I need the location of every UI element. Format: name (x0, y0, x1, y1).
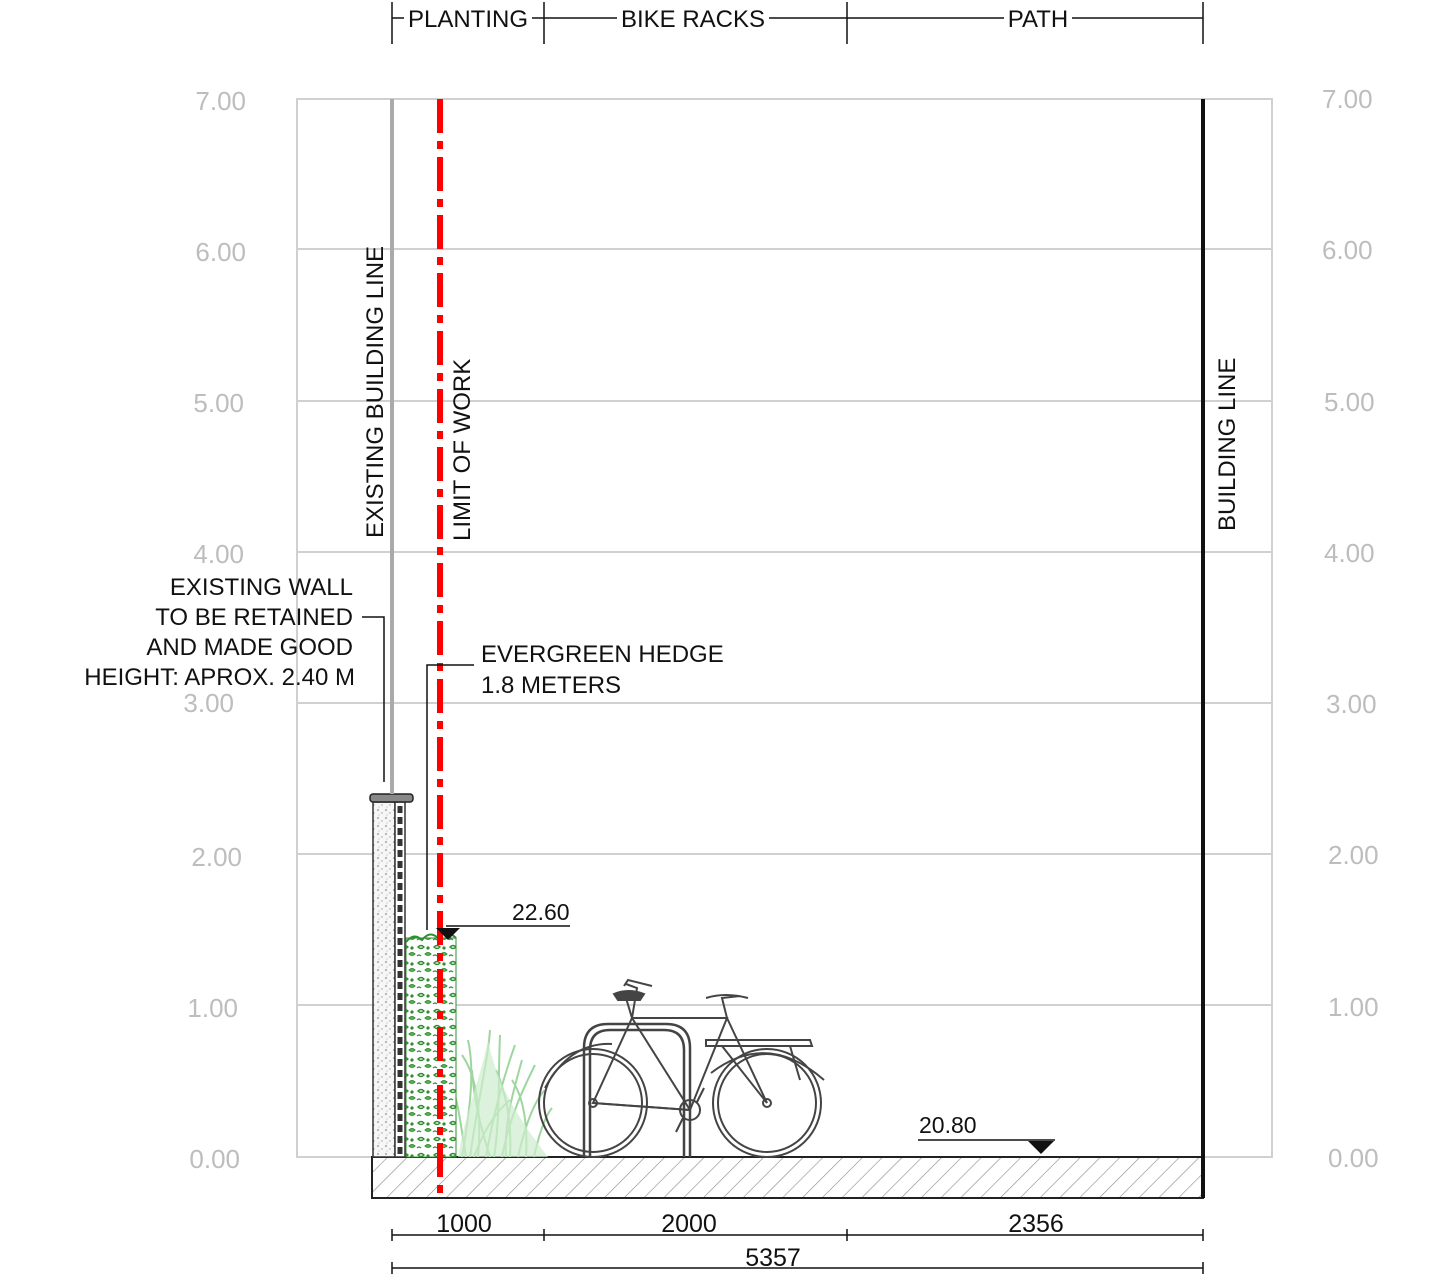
existing-wall (369, 793, 414, 1158)
evergreen-hedge (405, 932, 457, 1158)
right-label-0: 0.00 (1328, 1143, 1379, 1173)
ground-slab (371, 1156, 1204, 1199)
dimension-planting: 1000 (436, 1210, 492, 1238)
existing-building-line-label: EXISTING BUILDING LINE (362, 246, 389, 538)
level-marker-hedge-top: 22.60 (436, 899, 570, 940)
wall-note-line-4: HEIGHT: APROX. 2.40 M (84, 664, 355, 691)
level-value-hedge-top: 22.60 (512, 899, 570, 925)
wall-note: EXISTING WALL TO BE RETAINED AND MADE GO… (84, 574, 355, 691)
hedge-note-leader (426, 664, 474, 930)
left-label-1: 1.00 (187, 993, 238, 1023)
zone-label-planting: PLANTING (408, 6, 528, 33)
hedge-note: EVERGREEN HEDGE 1.8 METERS (481, 641, 724, 699)
limit-of-work-label: LIMIT OF WORK (449, 359, 476, 541)
left-label-5: 5.00 (193, 388, 244, 418)
bicycle (538, 978, 825, 1158)
wall-body (372, 801, 396, 1158)
bottom-dimensions: 1000 2000 2356 5357 (391, 1210, 1204, 1274)
wall-note-line-3: AND MADE GOOD (146, 634, 353, 661)
bicycle-rear-wheel (538, 1048, 648, 1158)
right-label-3: 3.00 (1326, 689, 1377, 719)
right-axis-labels: 7.00 6.00 5.00 4.00 3.00 2.00 1.00 0.00 (1322, 84, 1379, 1173)
left-label-0: 0.00 (189, 1144, 240, 1174)
right-label-4: 4.00 (1324, 538, 1375, 568)
grass-fill (458, 1040, 548, 1157)
zone-dimension-line: PLANTING BIKE RACKS PATH (391, 2, 1204, 44)
left-axis-labels: 7.00 6.00 5.00 4.00 3.00 2.00 1.00 0.00 (183, 86, 246, 1174)
wall-note-leader (362, 616, 385, 782)
left-label-4: 4.00 (193, 539, 244, 569)
level-triangle-icon (436, 928, 460, 940)
right-label-2: 2.00 (1328, 840, 1379, 870)
wall-note-line-2: TO BE RETAINED (155, 604, 353, 631)
right-label-7: 7.00 (1322, 84, 1373, 114)
bike-rack (582, 1022, 692, 1157)
right-label-5: 5.00 (1324, 387, 1375, 417)
wall-note-line-1: EXISTING WALL (170, 574, 353, 601)
level-value-ground: 20.80 (919, 1112, 977, 1138)
wall-coping (369, 793, 414, 803)
left-label-3: 3.00 (183, 688, 234, 718)
dimension-bike-racks: 2000 (661, 1210, 717, 1238)
right-label-6: 6.00 (1322, 235, 1373, 265)
left-label-2: 2.00 (191, 842, 242, 872)
left-label-7: 7.00 (195, 86, 246, 116)
hedge-note-line-2: 1.8 METERS (481, 672, 621, 699)
level-marker-ground: 20.80 (918, 1112, 1055, 1154)
zone-label-bike-racks: BIKE RACKS (621, 6, 765, 33)
building-line-label: BUILDING LINE (1214, 358, 1241, 531)
zone-label-path: PATH (1008, 6, 1068, 33)
dimension-total: 5357 (745, 1244, 801, 1272)
left-label-6: 6.00 (195, 237, 246, 267)
level-triangle-icon (1028, 1141, 1054, 1154)
right-label-1: 1.00 (1328, 992, 1379, 1022)
dimension-path: 2356 (1008, 1210, 1064, 1238)
hedge-note-line-1: EVERGREEN HEDGE (481, 641, 724, 668)
bicycle-front-wheel (712, 1048, 822, 1158)
